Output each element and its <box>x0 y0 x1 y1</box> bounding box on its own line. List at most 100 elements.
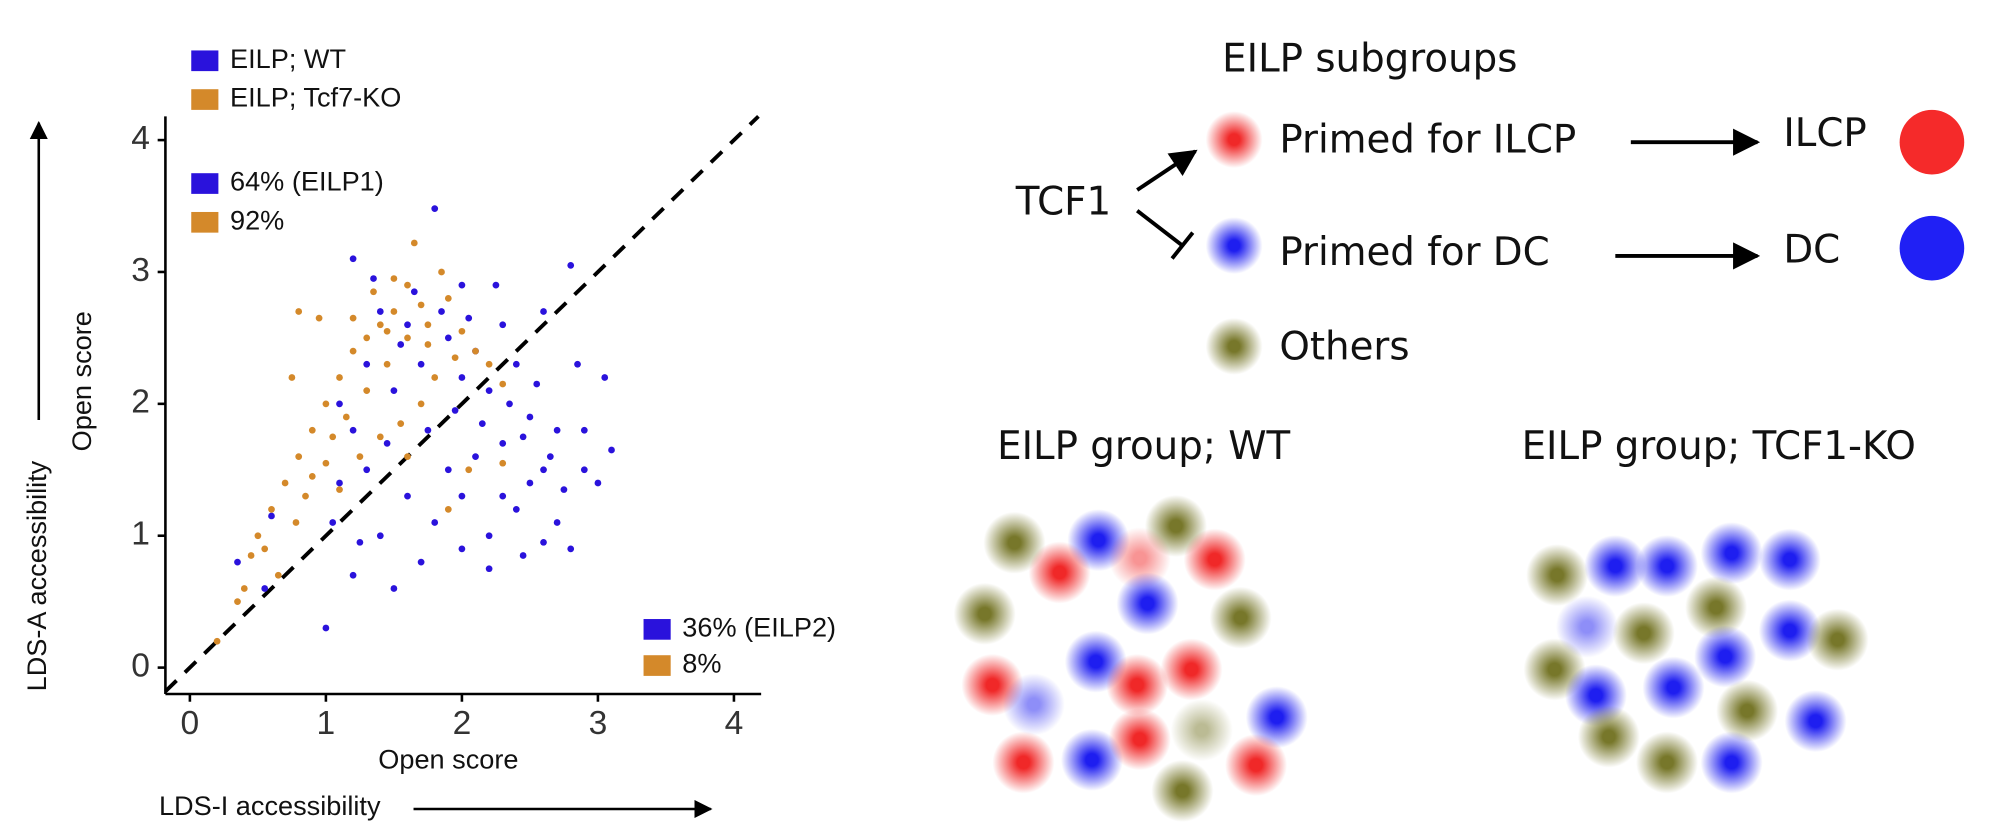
point <box>451 407 459 414</box>
point <box>580 426 588 434</box>
cell-dot <box>1108 708 1171 771</box>
point <box>458 281 466 289</box>
cell-dot <box>1116 572 1179 635</box>
point <box>376 532 384 540</box>
point <box>465 314 473 322</box>
cell-dot <box>983 511 1046 574</box>
fate-dot <box>1899 109 1965 175</box>
cell-dot <box>1716 679 1779 742</box>
diagonal <box>164 114 760 693</box>
point <box>519 552 527 559</box>
point <box>404 492 411 500</box>
annotation-swatch <box>643 619 671 640</box>
point <box>336 479 343 487</box>
point <box>472 453 479 460</box>
subgroup-dot <box>1205 111 1263 169</box>
cell-dot <box>1784 690 1847 753</box>
point <box>292 519 300 526</box>
point <box>540 538 547 546</box>
group-title: EILP group; WT <box>997 424 1290 469</box>
y-tick-label: 1 <box>131 516 150 553</box>
y-axis-label: Open score <box>66 311 97 451</box>
point <box>512 360 520 368</box>
annotation-swatch <box>191 211 219 233</box>
y-tick-label: 2 <box>131 384 150 421</box>
point <box>390 387 398 395</box>
inhibition-bar <box>1170 231 1195 260</box>
point <box>295 308 303 315</box>
point <box>322 459 330 467</box>
point <box>431 519 439 526</box>
point <box>458 492 466 500</box>
point <box>410 239 418 247</box>
point <box>546 453 554 460</box>
cell-dot <box>1183 528 1246 591</box>
point <box>533 380 541 388</box>
point <box>274 571 282 579</box>
point <box>383 360 391 368</box>
point <box>444 294 452 302</box>
point <box>322 624 330 632</box>
point <box>349 347 357 355</box>
point <box>553 519 561 526</box>
point <box>431 374 439 381</box>
point <box>499 321 507 329</box>
cell-dot <box>1225 734 1288 797</box>
point <box>390 275 398 282</box>
point <box>281 479 289 487</box>
point <box>485 387 493 395</box>
point <box>499 492 507 500</box>
x-axis-label: Open score <box>378 743 518 774</box>
point <box>451 354 459 362</box>
cell-dot <box>1635 535 1699 598</box>
point <box>424 426 432 434</box>
cell-dot <box>1694 625 1757 688</box>
point <box>336 486 343 493</box>
fate-label: DC <box>1783 228 1840 273</box>
cell-dot <box>1106 653 1169 716</box>
legend-swatch <box>191 50 219 72</box>
point <box>329 519 337 526</box>
fate-label: ILCP <box>1783 111 1866 156</box>
point <box>322 400 330 408</box>
point <box>349 571 357 579</box>
subgroup-dot <box>1205 317 1263 375</box>
cell-dot <box>1002 673 1065 736</box>
point <box>308 426 316 434</box>
cell-dot <box>1642 656 1705 719</box>
point <box>567 545 575 553</box>
y-tick-label: 0 <box>131 647 150 684</box>
cell-dot <box>1584 535 1647 598</box>
point <box>594 479 602 487</box>
point <box>574 360 581 368</box>
point <box>234 598 241 606</box>
legend-label: EILP; Tcf7-KO <box>230 82 401 113</box>
y-tick-label: 3 <box>131 252 150 289</box>
annotation-swatch <box>191 173 219 194</box>
point <box>363 360 371 368</box>
cell-dot <box>1612 602 1675 665</box>
point <box>315 314 323 322</box>
fate-dot <box>1899 215 1965 281</box>
point <box>383 327 391 335</box>
point <box>336 374 343 381</box>
point <box>349 426 357 434</box>
point <box>519 433 527 441</box>
subgroup-label: Others <box>1279 324 1409 369</box>
point <box>342 413 350 421</box>
cell-dot <box>992 731 1055 794</box>
point <box>438 308 445 315</box>
annotation: 8% <box>682 648 721 679</box>
cell-dot <box>1685 576 1748 639</box>
point <box>465 466 473 474</box>
cell-dot <box>1806 608 1869 671</box>
point <box>261 585 269 592</box>
legend-swatch <box>191 89 219 110</box>
point <box>499 440 507 447</box>
point <box>472 347 479 355</box>
point <box>295 453 303 460</box>
point <box>213 637 221 645</box>
cell-dot <box>953 582 1016 645</box>
regulator: TCF1 <box>1015 180 1111 225</box>
